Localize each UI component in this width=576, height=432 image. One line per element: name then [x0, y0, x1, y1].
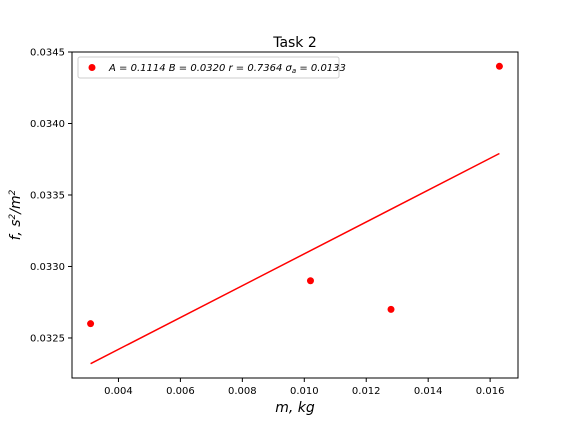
x-tick-label: 0.010: [290, 386, 319, 397]
data-point: [495, 62, 503, 70]
y-axis-label-sup2: 2: [8, 189, 18, 195]
data-point: [387, 305, 395, 313]
y-tick-label: 0.0325: [30, 333, 65, 344]
x-tick-label: 0.006: [166, 386, 195, 397]
y-axis-label-base: f, s: [8, 219, 24, 240]
x-axis: 0.004 0.006 0.008 0.010 0.012 0.014 0.016: [104, 378, 504, 397]
legend-label-main: A = 0.1114 B = 0.0320 r = 0.7364 σ: [108, 63, 293, 74]
y-tick-label: 0.0345: [30, 48, 65, 59]
axes-frame: [71, 51, 519, 379]
y-tick-label: 0.0330: [30, 262, 65, 273]
y-axis: 0.0325 0.0330 0.0335 0.0340 0.0345: [30, 48, 72, 344]
y-tick-label: 0.0340: [30, 119, 65, 130]
y-tick-label: 0.0335: [30, 190, 65, 201]
fit-line: [90, 152, 500, 365]
x-axis-label: m, kg: [275, 400, 315, 416]
legend-label-tail: = 0.0133: [296, 63, 346, 74]
x-tick-label: 0.004: [104, 386, 133, 397]
x-tick-label: 0.012: [352, 386, 381, 397]
x-tick-label: 0.016: [476, 386, 505, 397]
data-point: [87, 320, 95, 328]
legend-box: [77, 56, 340, 79]
legend-label-sub: a: [292, 67, 296, 75]
points-layer: [87, 62, 503, 328]
data-point: [306, 277, 314, 285]
x-tick-label: 0.014: [414, 386, 443, 397]
legend-marker: [88, 64, 96, 71]
fit-line-layer: [90, 152, 500, 365]
plot-area: [71, 51, 519, 379]
chart-title: Task 2: [272, 35, 317, 51]
y-axis-label-sup1: 2: [8, 213, 18, 219]
y-axis-label-mid: /m: [8, 195, 24, 215]
legend: A = 0.1114 B = 0.0320 r = 0.7364 σa = 0.…: [77, 56, 346, 79]
y-axis-label: f, s2/m2: [8, 189, 24, 240]
x-tick-label: 0.008: [228, 386, 257, 397]
legend-label: A = 0.1114 B = 0.0320 r = 0.7364 σa = 0.…: [108, 63, 346, 75]
